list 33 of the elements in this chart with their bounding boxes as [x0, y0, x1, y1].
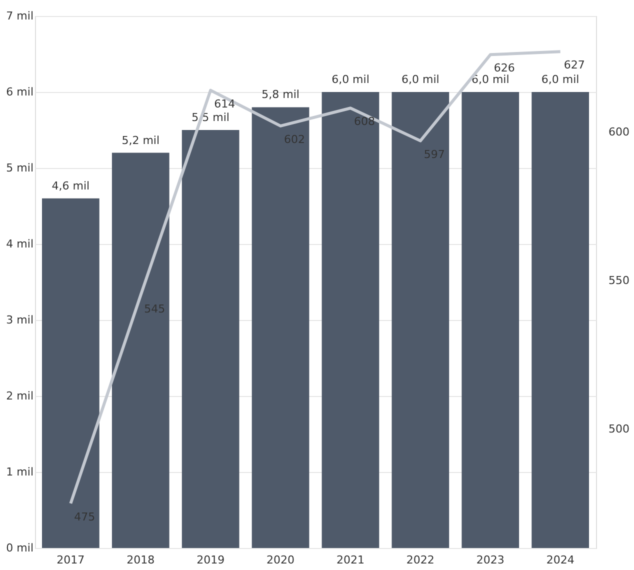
y-tick-label: 3 mil — [6, 314, 34, 326]
x-tick-label: 2021 — [336, 554, 364, 566]
x-tick-label: 2019 — [196, 554, 225, 566]
y-tick-label: 4 mil — [6, 238, 34, 250]
y-tick-label: 7 mil — [6, 10, 34, 22]
x-tick-label: 2023 — [476, 554, 504, 566]
data-label: 5,8 mil — [262, 88, 300, 102]
data-label: 4,6 mil — [52, 179, 90, 192]
x-tick-label: 2018 — [126, 554, 155, 566]
y-tick-label: 5 mil — [6, 162, 34, 174]
y2-tick-label: 600 — [608, 125, 630, 138]
data-label: 5,2 mil — [122, 134, 160, 147]
y-tick-label: 1 mil — [6, 466, 34, 478]
data-label: 627 — [564, 58, 585, 72]
data-label: 6,0 mil — [541, 73, 580, 86]
data-label: 614 — [214, 97, 236, 110]
data-label: 6,0 mil — [332, 73, 370, 86]
data-label: 626 — [494, 62, 515, 75]
x-tick-label: 2024 — [546, 554, 574, 566]
y2-tick-label: 500 — [608, 422, 630, 436]
data-label: 475 — [74, 510, 96, 524]
data-label: 6,0 mil — [402, 73, 440, 86]
data-label: 545 — [144, 302, 166, 316]
y-tick-label: 0 mil — [6, 542, 34, 554]
y-tick-label: 6 mil — [6, 86, 34, 98]
data-label: 597 — [424, 148, 445, 161]
y2-tick-label: 550 — [608, 274, 630, 288]
x-tick-label: 2022 — [406, 554, 434, 566]
x-tick-label: 2017 — [56, 554, 85, 566]
x-tick-label: 2020 — [266, 554, 295, 566]
y-tick-label: 2 mil — [6, 390, 34, 402]
data-label: 602 — [284, 132, 306, 146]
data-label: 608 — [354, 115, 375, 128]
